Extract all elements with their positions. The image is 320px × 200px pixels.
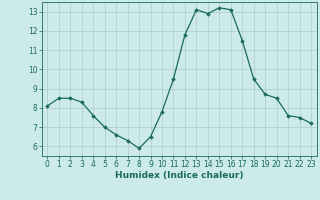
X-axis label: Humidex (Indice chaleur): Humidex (Indice chaleur) <box>115 171 244 180</box>
